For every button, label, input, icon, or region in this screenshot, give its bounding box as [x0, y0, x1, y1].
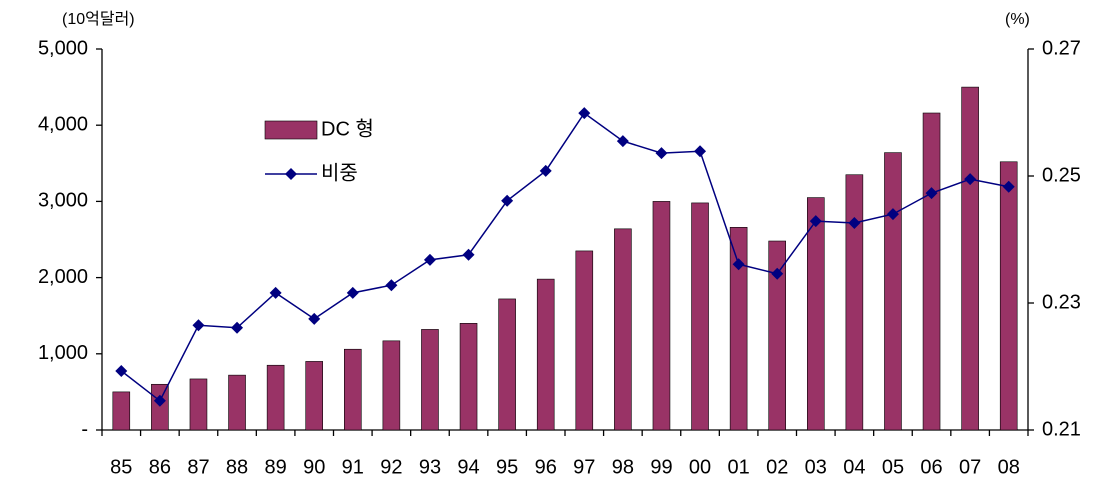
line-marker: [925, 187, 938, 200]
line-marker: [655, 147, 668, 160]
x-tick-label: 85: [110, 456, 132, 478]
legend-marker: [285, 168, 297, 180]
x-tick-label: 05: [882, 456, 904, 478]
y2-tick-label: 0.23: [1042, 291, 1081, 313]
x-tick-label: 87: [187, 456, 209, 478]
line-marker: [732, 258, 745, 271]
line-marker: [385, 279, 398, 292]
line-marker: [539, 164, 552, 177]
line-marker: [153, 394, 166, 407]
line-marker: [423, 253, 436, 266]
x-tick-label: 02: [766, 456, 788, 478]
x-tick-label: 03: [805, 456, 827, 478]
x-tick-label: 04: [843, 456, 865, 478]
y-tick-label: 1,000: [38, 342, 88, 364]
line-marker: [346, 286, 359, 299]
x-tick-label: 00: [689, 456, 711, 478]
bar: [691, 202, 709, 431]
y2-tick-label: 0.25: [1042, 164, 1081, 186]
bar: [498, 298, 516, 431]
bar: [151, 383, 169, 431]
x-tick-label: 01: [728, 456, 750, 478]
x-tick-label: 95: [496, 456, 518, 478]
bar: [536, 278, 555, 431]
line-marker: [192, 319, 205, 332]
line-marker: [694, 145, 707, 158]
line-marker: [964, 173, 977, 186]
legend-swatch: [264, 120, 318, 140]
x-tick-label: 96: [535, 456, 557, 478]
bar: [729, 227, 748, 431]
x-tick-label: 90: [303, 456, 325, 478]
x-tick-label: 91: [342, 456, 364, 478]
line-marker: [308, 312, 321, 325]
y2-axis-label: (%): [1005, 11, 1030, 28]
line-marker: [809, 215, 822, 228]
x-tick-label: 94: [457, 456, 479, 478]
x-tick-label: 88: [226, 456, 248, 478]
y-tick-label: 3,000: [38, 190, 88, 212]
line-marker: [462, 248, 475, 261]
legend-label: 비중: [321, 161, 358, 184]
x-tick-label: 98: [612, 456, 634, 478]
bar: [884, 152, 902, 431]
bar: [382, 340, 401, 431]
y-tick-label: 2,000: [38, 266, 88, 288]
line-marker: [578, 107, 591, 120]
y-tick-label: -: [81, 418, 88, 440]
line: [120, 112, 1009, 402]
x-tick-label: 99: [650, 456, 672, 478]
bar: [807, 197, 825, 431]
x-tick-label: 89: [265, 456, 287, 478]
x-tick-label: 93: [419, 456, 441, 478]
y2-tick-label: 0.27: [1042, 37, 1081, 59]
legend-label: DC 형: [321, 117, 374, 140]
bar: [922, 112, 941, 431]
x-tick-label: 07: [959, 456, 981, 478]
x-tick-label: 08: [998, 456, 1020, 478]
bar: [961, 86, 979, 431]
bar: [112, 391, 131, 431]
bar: [459, 323, 478, 431]
line-marker: [1002, 180, 1015, 193]
y-axis-label: (10억달러): [62, 10, 135, 28]
line-marker: [848, 216, 861, 229]
line-marker: [269, 286, 282, 299]
bar: [421, 329, 439, 431]
line-marker: [115, 364, 128, 377]
bar: [228, 374, 246, 431]
line-marker: [886, 208, 899, 221]
bar: [768, 240, 786, 431]
bar: [845, 174, 864, 431]
bar: [305, 361, 323, 431]
x-tick-label: 86: [149, 456, 171, 478]
y2-tick-label: 0.21: [1042, 418, 1081, 440]
bar: [575, 250, 594, 431]
x-tick-label: 92: [380, 456, 402, 478]
bar: [614, 228, 632, 431]
x-tick-label: 06: [920, 456, 942, 478]
bar: [652, 201, 671, 431]
y-tick-label: 4,000: [38, 113, 88, 135]
bar: [344, 348, 362, 431]
bar: [999, 161, 1018, 431]
line-marker: [616, 135, 629, 148]
x-tick-label: 97: [573, 456, 595, 478]
y-tick-label: 5,000: [38, 37, 88, 59]
line-marker: [771, 267, 784, 280]
line-marker: [231, 321, 244, 334]
bar: [266, 364, 285, 431]
line-marker: [501, 194, 514, 207]
bar: [189, 378, 208, 431]
